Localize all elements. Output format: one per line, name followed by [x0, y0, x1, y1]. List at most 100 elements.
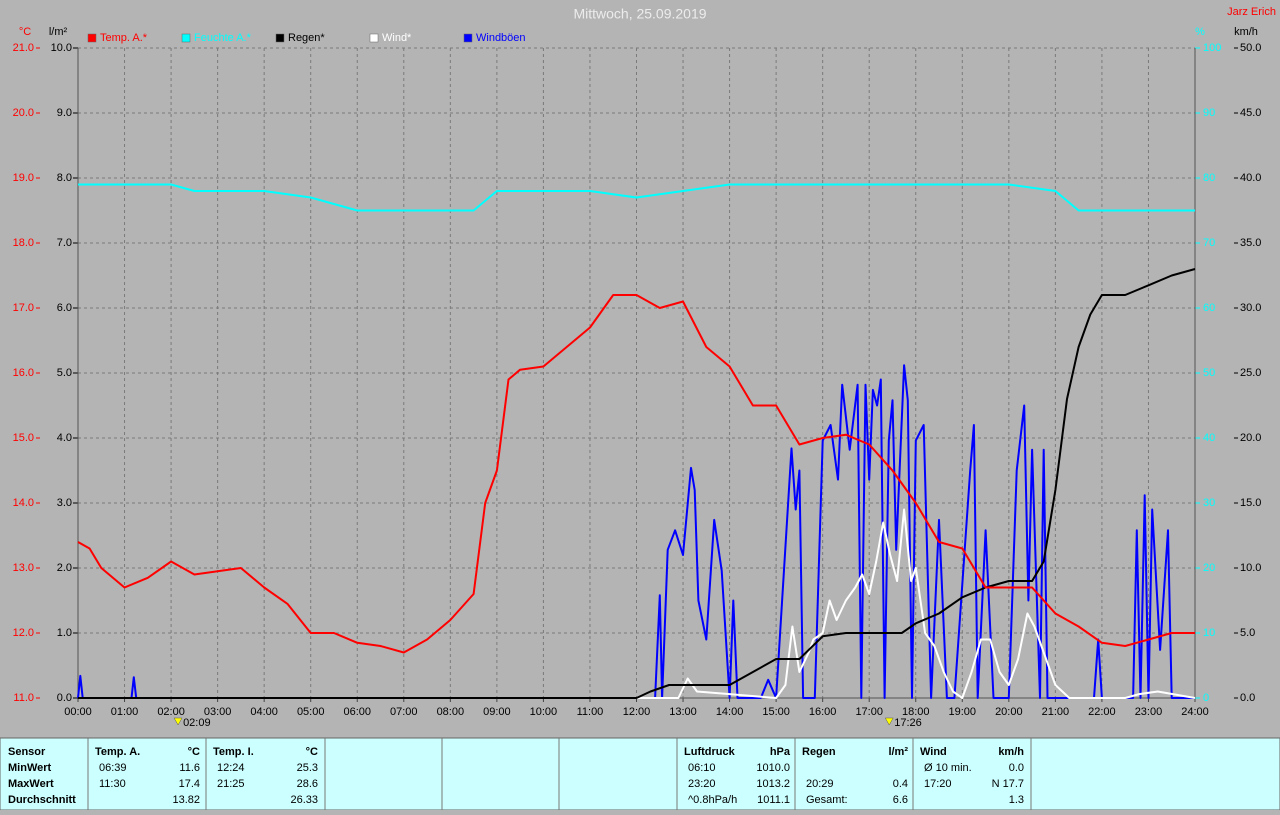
- y2-tick-label: 1.0: [57, 627, 72, 639]
- legend-label: Temp. A.*: [100, 32, 148, 44]
- table-cell: 11:30: [99, 778, 126, 790]
- table-cell: 1011.1: [757, 794, 790, 806]
- annotation-label: 02:09: [183, 717, 211, 729]
- y2-axis-unit: l/m²: [49, 26, 68, 38]
- x-tick-label: 01:00: [111, 706, 139, 718]
- y2-tick-label: 7.0: [57, 237, 72, 249]
- x-tick-label: 06:00: [343, 706, 371, 718]
- y-tick-label: 11.0: [13, 692, 34, 704]
- series-line: [77, 294, 1195, 654]
- table-row-label: Durchschnitt: [8, 794, 76, 806]
- y2-tick-label: 8.0: [57, 172, 72, 184]
- y3-tick-label: 50: [1203, 367, 1215, 379]
- x-tick-label: 21:00: [1042, 706, 1070, 718]
- y-tick-label: 13.0: [13, 562, 34, 574]
- y-tick-label: 19.0: [13, 172, 34, 184]
- table-header: Luftdruck: [684, 746, 736, 758]
- x-tick-label: 05:00: [297, 706, 325, 718]
- table-row-label: MinWert: [8, 762, 52, 774]
- x-tick-label: 09:00: [483, 706, 511, 718]
- table-cell: 06:39: [99, 762, 127, 774]
- x-tick-label: 15:00: [762, 706, 790, 718]
- y2-tick-label: 5.0: [57, 367, 72, 379]
- y4-tick-label: 10.0: [1240, 562, 1261, 574]
- series-line: [78, 268, 1196, 699]
- x-tick-label: 08:00: [437, 706, 465, 718]
- y4-tick-label: 45.0: [1240, 107, 1261, 119]
- y2-tick-label: 2.0: [57, 562, 72, 574]
- y3-tick-label: 40: [1203, 432, 1215, 444]
- table-cell: 26.33: [290, 794, 318, 806]
- y4-tick-label: 15.0: [1240, 497, 1261, 509]
- table-header: Temp. A.: [95, 746, 140, 758]
- table-header-unit: km/h: [998, 746, 1024, 758]
- y-tick-label: 12.0: [13, 627, 34, 639]
- author: Jarz Erich: [1227, 6, 1276, 18]
- y4-tick-label: 5.0: [1240, 627, 1255, 639]
- table-cell: 1013.2: [756, 778, 790, 790]
- y4-tick-label: 0.0: [1240, 692, 1255, 704]
- y3-tick-label: 90: [1203, 107, 1215, 119]
- x-tick-label: 18:00: [902, 706, 930, 718]
- table-header: Sensor: [8, 746, 46, 758]
- table-cell: 25.3: [297, 762, 318, 774]
- y2-tick-label: 3.0: [57, 497, 72, 509]
- table-cell: 28.6: [297, 778, 318, 790]
- y2-tick-label: 9.0: [57, 107, 72, 119]
- table-cell: 21:25: [217, 778, 245, 790]
- legend-label: Windböen: [476, 32, 526, 44]
- table-cell: 1010.0: [756, 762, 790, 774]
- x-tick-label: 11:00: [577, 706, 604, 718]
- x-tick-label: 10:00: [530, 706, 558, 718]
- y3-tick-label: 100: [1203, 42, 1221, 54]
- legend-swatch: [369, 33, 379, 43]
- y4-tick-label: 40.0: [1240, 172, 1261, 184]
- table-cell: 17:20: [924, 778, 952, 790]
- annotation-marker: [173, 717, 183, 726]
- stats-table: [0, 737, 1280, 811]
- table-cell: 11.6: [179, 762, 200, 774]
- y2-tick-label: 0.0: [57, 692, 72, 704]
- x-tick-label: 20:00: [995, 706, 1023, 718]
- x-tick-label: 24:00: [1181, 706, 1209, 718]
- table-cell: 13.82: [172, 794, 200, 806]
- table-cell: 0.4: [893, 778, 908, 790]
- y4-axis-unit: km/h: [1234, 26, 1258, 38]
- y3-tick-label: 0: [1203, 692, 1209, 704]
- x-tick-label: 02:00: [157, 706, 185, 718]
- y-tick-label: 17.0: [13, 302, 34, 314]
- x-tick-label: 19:00: [949, 706, 977, 718]
- y3-tick-label: 20: [1203, 562, 1215, 574]
- table-cell: Ø 10 min.: [924, 762, 972, 774]
- y-tick-label: 14.0: [13, 497, 34, 509]
- y2-tick-label: 10.0: [51, 42, 72, 54]
- legend-label: Wind*: [382, 32, 412, 44]
- legend-label: Feuchte A.*: [194, 32, 252, 44]
- table-cell: ^0.8hPa/h: [688, 794, 737, 806]
- legend-swatch: [463, 33, 473, 43]
- table-cell: 6.6: [893, 794, 908, 806]
- annotation-label: 17:26: [894, 717, 922, 729]
- table-header-unit: °C: [188, 746, 200, 758]
- table-cell: 06:10: [688, 762, 716, 774]
- x-tick-label: 12:00: [623, 706, 651, 718]
- x-tick-label: 07:00: [390, 706, 418, 718]
- chart-title: Mittwoch, 25.09.2019: [573, 6, 706, 22]
- y4-tick-label: 50.0: [1240, 42, 1261, 54]
- y4-tick-label: 20.0: [1240, 432, 1261, 444]
- table-cell: 23:20: [688, 778, 716, 790]
- table-header-unit: l/m²: [888, 746, 908, 758]
- y2-tick-label: 6.0: [57, 302, 72, 314]
- y2-tick-label: 4.0: [57, 432, 72, 444]
- table-header: Wind: [920, 746, 947, 758]
- legend-swatch: [181, 33, 191, 43]
- x-tick-label: 03:00: [204, 706, 232, 718]
- y3-tick-label: 70: [1203, 237, 1215, 249]
- x-tick-label: 13:00: [669, 706, 697, 718]
- table-header: Temp. I.: [213, 746, 254, 758]
- table-cell: 0.0: [1009, 762, 1024, 774]
- annotation-marker: [884, 717, 894, 726]
